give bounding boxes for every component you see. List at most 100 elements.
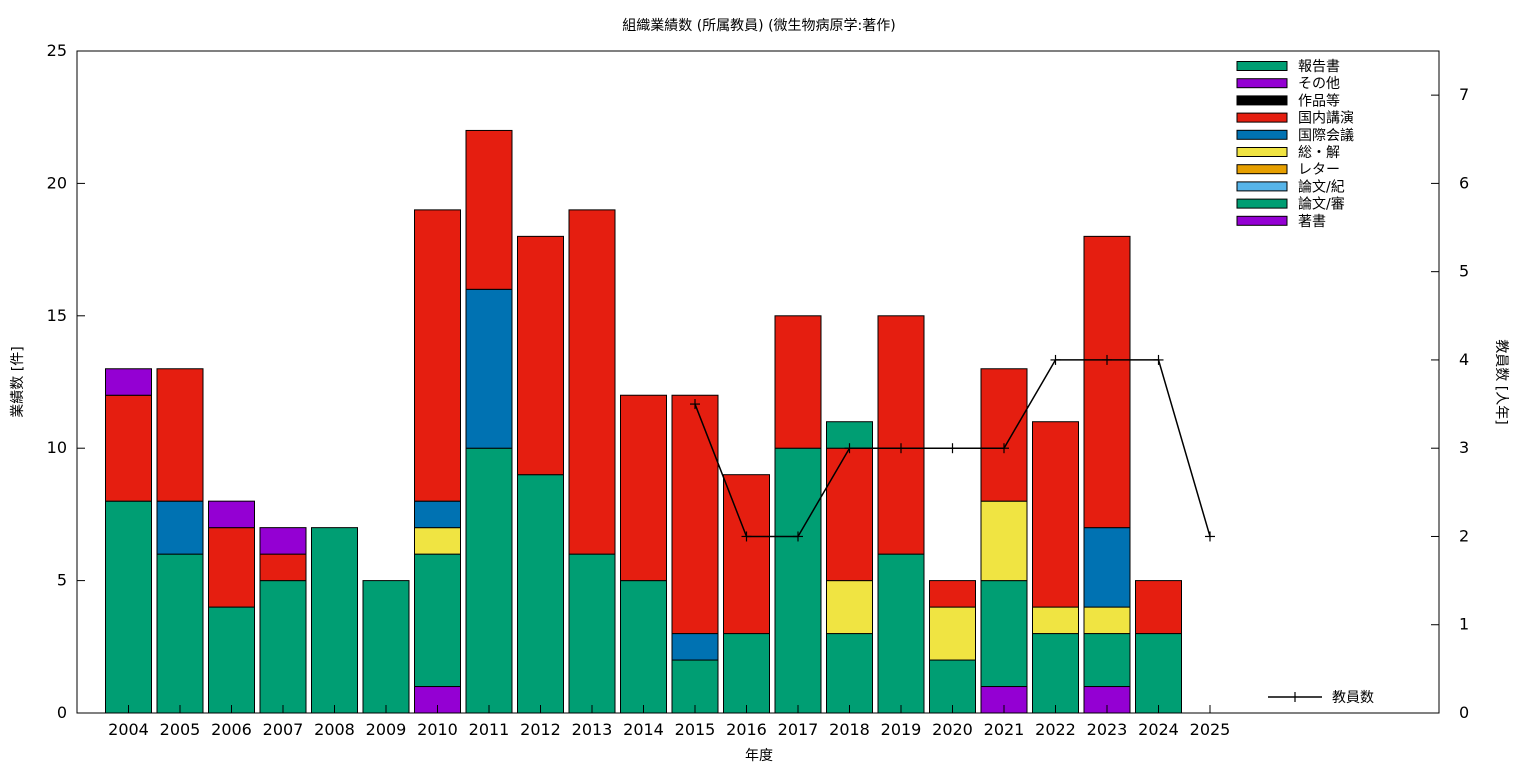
bar-2004-series-6 [105,394,152,502]
x-tick-label: 2017 [778,720,819,739]
legend-swatch-3 [1236,112,1288,123]
bar-2022-series-4 [1032,606,1079,635]
bar-2007-series-6 [259,553,307,582]
x-tick-label: 2024 [1138,720,1179,739]
x-tick-label: 2007 [263,720,304,739]
bar-2004-series-8 [105,368,152,396]
bar-2022-series-6 [1032,421,1079,608]
teacher-count-point-2016 [741,531,752,542]
bar-2024-series-6 [1135,580,1182,635]
y2-tick-label: 1 [1459,615,1469,634]
bar-2022-series-1 [1032,633,1079,714]
teacher-count-point-2019 [896,443,906,454]
y2-tick-label: 2 [1459,526,1469,545]
bar-2015-series-5 [671,633,719,661]
y-tick-label: 20 [47,173,67,192]
bar-2021-series-4 [980,500,1028,582]
bar-2004-series-1 [105,500,152,714]
bar-2015-series-6 [671,394,719,635]
bar-2023-series-6 [1083,235,1131,529]
bar-2023-series-4 [1083,606,1131,635]
bar-2021-series-1 [980,580,1028,688]
bar-2016-series-6 [723,474,770,635]
legend-label-7: 論文/紀 [1298,179,1345,195]
bar-2018-series-1 [826,633,873,714]
bar-2018-series-6 [826,447,873,582]
bar-2010-series-6 [414,209,461,502]
bar-2018-series-4 [826,580,873,635]
bar-2011-series-1 [465,447,513,714]
bar-2019-series-1 [877,553,925,714]
bar-2007-series-8 [259,527,307,555]
bar-2005-series-5 [156,500,204,555]
bar-2006-series-1 [208,606,255,714]
teacher-count-point-2018 [844,443,855,454]
bar-2006-series-8 [208,500,255,529]
bar-2017-series-1 [774,447,822,714]
x-tick-label: 2021 [984,720,1025,739]
x-tick-label: 2023 [1087,720,1128,739]
y2-tick-label: 3 [1459,438,1469,457]
x-tick-label: 2010 [417,720,458,739]
x-tick-label: 2012 [520,720,561,739]
bar-2009-series-1 [362,580,410,714]
x-tick-label: 2025 [1190,720,1231,739]
teacher-count-point-2025 [1205,531,1215,542]
bar-2008-series-1 [311,527,358,714]
y-tick-label: 5 [57,571,67,590]
legend-swatch-6 [1236,164,1288,175]
bar-2024-series-1 [1135,633,1182,714]
bar-2011-series-6 [465,129,513,290]
x-tick-label: 2005 [160,720,201,739]
legend-swatch-0 [1236,61,1288,71]
bar-2012-series-1 [517,474,564,714]
x-tick-label: 2018 [829,720,870,739]
bar-2010-series-5 [414,500,461,529]
bar-2010-series-1 [414,553,461,688]
x-tick-label: 2014 [623,720,664,739]
legend-label-8: 論文/審 [1298,197,1345,213]
bar-2017-series-6 [774,315,822,449]
bar-2020-series-1 [929,659,976,714]
x-tick-label: 2013 [572,720,613,739]
x-tick-label: 2020 [932,720,973,739]
legend-label-6: レター [1298,162,1340,178]
teacher-count-point-2024 [1153,354,1164,365]
legend-swatch-2 [1236,95,1288,106]
y2-tick-label: 6 [1459,173,1469,192]
bar-2018-series-9 [826,421,873,449]
legend-swatch-5 [1236,147,1288,157]
y2-tick-label: 0 [1459,703,1469,722]
bar-2023-series-1 [1083,633,1131,688]
bar-2020-series-4 [929,606,976,661]
bar-2021-series-6 [980,368,1028,502]
teacher-count-point-2020 [947,443,958,454]
legend-label-9: 著書 [1298,214,1326,230]
bar-2023-series-5 [1083,527,1131,608]
legend-label-2: 作品等 [1298,92,1340,109]
teacher-count-point-2015 [690,399,700,410]
line-layer [690,354,1215,542]
y2-tick-label: 7 [1459,85,1469,104]
legend-swatch-9 [1236,215,1288,226]
bar-2005-series-6 [156,368,204,502]
y2-tick-label: 4 [1459,350,1469,369]
legend-swatch-7 [1236,181,1288,192]
y-tick-label: 0 [57,703,67,722]
bar-2020-series-6 [929,580,976,608]
x-tick-label: 2016 [726,720,767,739]
y-tick-label: 10 [47,438,67,457]
bar-2010-series-4 [414,527,461,555]
bar-2006-series-6 [208,527,255,608]
x-tick-label: 2022 [1035,720,1076,739]
y-axis-label: 業績数 [件] [10,346,26,417]
legend-swatch-4 [1236,129,1288,140]
x-tick-label: 2019 [881,720,922,739]
y2-tick-label: 5 [1459,262,1469,281]
bar-2013-series-6 [568,209,616,555]
x-tick-label: 2008 [314,720,355,739]
x-tick-label: 2015 [675,720,716,739]
x-tick-label: 2004 [108,720,149,739]
